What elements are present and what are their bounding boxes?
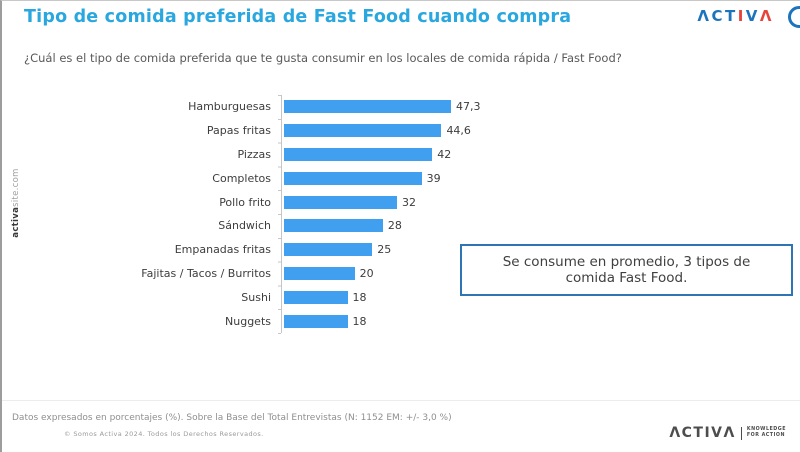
logo-letter: V — [745, 7, 760, 25]
logo-letter: I — [737, 7, 746, 25]
bar — [284, 124, 442, 138]
bar-category-label: Fajitas / Tacos / Burritos — [141, 266, 271, 280]
bar — [284, 100, 451, 114]
bar-row: Sándwich 28 — [12, 214, 482, 238]
bar-value-label: 47,3 — [455, 100, 481, 114]
bar-track: 20 — [284, 262, 374, 286]
bar-row: Empanadas fritas 25 — [12, 238, 482, 262]
activa-logo-bottom: ΛCTIVΛ KNOWLEDGE FOR ACTION — [669, 425, 786, 441]
bar-category-label: Nuggets — [225, 314, 271, 328]
bar-row: Pollo frito 32 — [12, 190, 482, 214]
bar-rows: Hamburguesas 47,3 Papas fritas 44,6 Pizzas 42… — [12, 95, 482, 333]
bar-row: Pizzas 42 — [12, 143, 482, 167]
activasite-vertical-brand: activasite.com — [11, 165, 21, 241]
insight-callout-box: Se consume en promedio, 3 tipos de comid… — [460, 244, 793, 296]
logo-letter: Λ — [697, 7, 712, 25]
bar-value-label: 20 — [359, 266, 374, 280]
bar-track: 44,6 — [284, 119, 471, 143]
bar-row: Nuggets 18 — [12, 309, 482, 333]
brand-light-text: site.com — [11, 168, 21, 207]
logo-tagline: KNOWLEDGE FOR ACTION — [747, 427, 786, 439]
bar-category-label: Empanadas fritas — [174, 243, 271, 257]
bar-track: 32 — [284, 190, 416, 214]
logo-letter: T — [724, 7, 738, 25]
logo-letter: C — [711, 7, 725, 25]
bar-track: 25 — [284, 238, 391, 262]
bar-value-label: 44,6 — [446, 124, 471, 138]
bar-chart: Hamburguesas 47,3 Papas fritas 44,6 Pizzas 42… — [12, 95, 482, 335]
bar — [284, 243, 373, 257]
bar-track: 39 — [284, 166, 441, 190]
bar-track: 47,3 — [284, 95, 480, 119]
bar-category-label: Pollo frito — [219, 195, 271, 209]
page-title: Tipo de comida preferida de Fast Food cu… — [24, 7, 572, 27]
bar-row: Sushi 18 — [12, 285, 482, 309]
bar-category-label: Completos — [212, 171, 271, 185]
bar — [284, 314, 348, 328]
activa-globe-icon — [788, 6, 800, 28]
bar-value-label: 18 — [352, 290, 367, 304]
bar — [284, 266, 355, 280]
bar — [284, 147, 433, 161]
bar-row: Fajitas / Tacos / Burritos 20 — [12, 262, 482, 286]
bar — [284, 290, 348, 304]
bar-track: 28 — [284, 214, 402, 238]
bar-row: Hamburguesas 47,3 — [12, 95, 482, 119]
category-axis-line — [281, 95, 282, 333]
logo-tagline-line1: KNOWLEDGE — [746, 426, 786, 432]
bar-value-label: 42 — [437, 147, 452, 161]
survey-question-text: ¿Cuál es el tipo de comida preferida que… — [24, 51, 622, 65]
bar-category-label: Sándwich — [218, 219, 271, 233]
bar — [284, 219, 383, 233]
bar-value-label: 39 — [426, 171, 441, 185]
bar-track: 18 — [284, 309, 367, 333]
brand-bold-text: activa — [11, 206, 21, 238]
bar-value-label: 18 — [352, 314, 367, 328]
activa-logo-word: ΛCTIVΛ — [669, 425, 736, 441]
bar-value-label: 25 — [377, 243, 392, 257]
bar-track: 18 — [284, 285, 367, 309]
copyright-text: © Somos Activa 2024. Todos los Derechos … — [64, 430, 264, 438]
bar-category-label: Sushi — [241, 290, 271, 304]
bar-category-label: Hamburguesas — [188, 100, 271, 114]
bar-value-label: 32 — [401, 195, 416, 209]
logo-tagline-line2: FOR ACTION — [746, 433, 785, 438]
logo-tagline-divider — [740, 426, 742, 440]
bar-track: 42 — [284, 143, 451, 167]
bar-category-label: Papas fritas — [206, 124, 271, 138]
axis-ticks — [278, 95, 281, 334]
bar — [284, 171, 422, 185]
methodology-footnote: Datos expresados en porcentajes (%). Sob… — [12, 413, 452, 423]
bar-row: Completos 39 — [12, 166, 482, 190]
bar — [284, 195, 397, 209]
footer-divider — [2, 400, 800, 401]
bar-category-label: Pizzas — [237, 147, 271, 161]
logo-letter: Λ — [759, 7, 774, 25]
bar-value-label: 28 — [387, 219, 402, 233]
bar-row: Papas fritas 44,6 — [12, 119, 482, 143]
